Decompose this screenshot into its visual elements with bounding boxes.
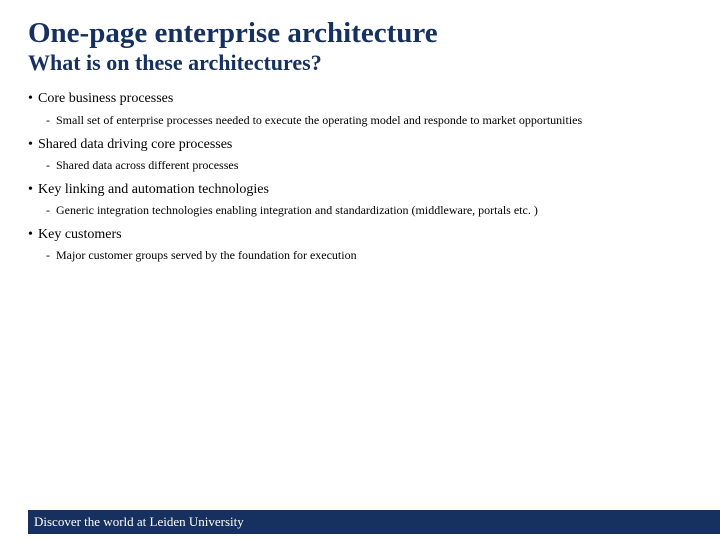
footer: Discover the world at Leiden University … xyxy=(0,510,720,540)
list-item: Key customers xyxy=(28,226,692,244)
list-subitem-text: Major customer groups served by the foun… xyxy=(56,248,357,262)
list-subitem-text: Small set of enterprise processes needed… xyxy=(56,113,582,127)
list-item-text: Key linking and automation technologies xyxy=(38,182,269,197)
page-number: 5 xyxy=(694,519,700,534)
list-subitem-text: Generic integration technologies enablin… xyxy=(56,203,538,217)
slide-subtitle: What is on these architectures? xyxy=(28,50,692,76)
list-item-text: Core business processes xyxy=(38,91,173,106)
list-item: Core business processes xyxy=(28,90,692,108)
list-subitem-text: Shared data across different processes xyxy=(56,158,238,172)
list-item-text: Key customers xyxy=(38,227,122,242)
list-item-text: Shared data driving core processes xyxy=(38,137,232,152)
list-item: Shared data driving core processes xyxy=(28,136,692,154)
footer-text: Discover the world at Leiden University xyxy=(34,514,244,530)
bullet-list: Core business processes Small set of ent… xyxy=(28,90,692,263)
list-subitem: Shared data across different processes xyxy=(28,158,692,173)
list-subitem: Major customer groups served by the foun… xyxy=(28,248,692,263)
list-item: Key linking and automation technologies xyxy=(28,181,692,199)
list-subitem: Small set of enterprise processes needed… xyxy=(28,113,692,128)
slide-title: One-page enterprise architecture xyxy=(28,18,692,48)
footer-bar: Discover the world at Leiden University xyxy=(28,510,720,534)
list-subitem: Generic integration technologies enablin… xyxy=(28,203,692,218)
content-area: One-page enterprise architecture What is… xyxy=(0,0,720,263)
slide: One-page enterprise architecture What is… xyxy=(0,0,720,540)
